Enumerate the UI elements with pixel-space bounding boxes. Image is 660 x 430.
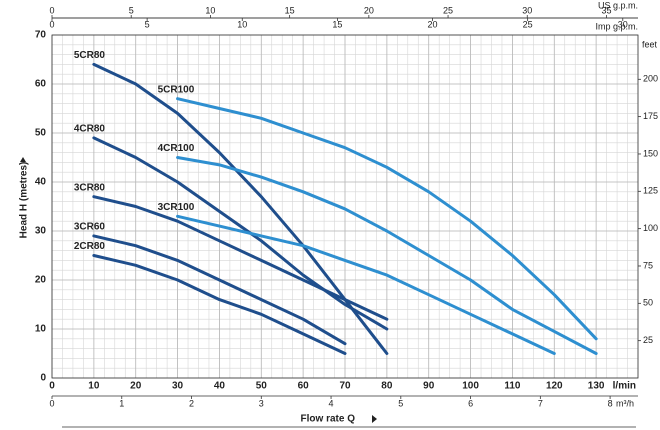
secondary-tick-label: 5 xyxy=(145,19,150,29)
x-axis-title: Flow rate Q xyxy=(301,414,356,425)
secondary-tick-label: 5 xyxy=(398,398,403,408)
curve-label: 3CR60 xyxy=(74,222,106,233)
secondary-unit-label: Imp g.p.m. xyxy=(595,21,638,31)
y2-tick-label: 100 xyxy=(643,223,658,233)
secondary-tick-label: 0 xyxy=(49,398,54,408)
y2-unit-label: feet xyxy=(642,39,658,49)
y-axis-title: Head H (metres) xyxy=(19,162,30,239)
secondary-tick-label: 5 xyxy=(129,5,134,15)
y2-tick-label: 200 xyxy=(643,74,658,84)
secondary-tick-label: 7 xyxy=(538,398,543,408)
pump-curve xyxy=(92,254,347,355)
curve-label: 5CR80 xyxy=(74,50,106,61)
arrow-icon xyxy=(372,415,377,423)
x-tick-label: 70 xyxy=(339,381,351,392)
curve-label: 5CR100 xyxy=(158,84,195,95)
arrow-icon xyxy=(20,157,26,162)
pump-curve xyxy=(92,234,347,346)
y-tick-label: 0 xyxy=(40,373,46,384)
x-tick-label: 110 xyxy=(504,381,521,392)
x-unit-label: l/min xyxy=(613,381,636,392)
secondary-unit-label: US g.p.m. xyxy=(598,0,638,10)
x-tick-label: 60 xyxy=(298,381,310,392)
y2-tick-label: 25 xyxy=(643,335,653,345)
x-tick-label: 80 xyxy=(381,381,393,392)
x-tick-label: 50 xyxy=(256,381,268,392)
y2-tick-label: 125 xyxy=(643,186,658,196)
secondary-tick-label: 20 xyxy=(364,5,374,15)
y2-tick-label: 75 xyxy=(643,260,653,270)
x-tick-label: 100 xyxy=(462,381,479,392)
secondary-tick-label: 20 xyxy=(428,19,438,29)
y-tick-label: 60 xyxy=(35,79,47,90)
pump-curve xyxy=(176,97,598,341)
secondary-tick-label: 25 xyxy=(523,19,533,29)
x-tick-label: 90 xyxy=(423,381,435,392)
x-tick-label: 30 xyxy=(172,381,184,392)
y2-tick-label: 175 xyxy=(643,111,658,121)
x-tick-label: 40 xyxy=(214,381,226,392)
secondary-tick-label: 4 xyxy=(329,398,334,408)
curve-label: 2CR80 xyxy=(74,241,106,252)
secondary-tick-label: 30 xyxy=(522,5,532,15)
secondary-tick-label: 30 xyxy=(618,19,628,29)
plot-frame xyxy=(51,34,639,379)
secondary-tick-label: 3 xyxy=(259,398,264,408)
x-tick-label: 20 xyxy=(130,381,142,392)
x-tick-label: 120 xyxy=(546,381,563,392)
pump-curve xyxy=(176,214,556,355)
secondary-tick-label: 25 xyxy=(443,5,453,15)
secondary-tick-label: 0 xyxy=(49,19,54,29)
x-tick-label: 10 xyxy=(88,381,100,392)
y-tick-label: 50 xyxy=(35,128,47,139)
secondary-unit-label: m³/h xyxy=(616,398,634,408)
y-tick-label: 30 xyxy=(35,226,47,237)
secondary-tick-label: 8 xyxy=(608,398,613,408)
curve-label: 3CR100 xyxy=(158,202,195,213)
curve-label: 3CR80 xyxy=(74,182,106,193)
pump-curve xyxy=(92,62,389,355)
pump-curve xyxy=(92,195,389,321)
y-tick-label: 20 xyxy=(35,275,47,286)
secondary-tick-label: 15 xyxy=(285,5,295,15)
x-tick-label: 130 xyxy=(588,381,605,392)
pump-curve xyxy=(176,156,598,355)
curve-label: 4CR80 xyxy=(74,124,106,135)
secondary-tick-label: 15 xyxy=(332,19,342,29)
secondary-tick-label: 6 xyxy=(468,398,473,408)
secondary-tick-label: 1 xyxy=(119,398,124,408)
secondary-tick-label: 0 xyxy=(49,5,54,15)
y-tick-label: 70 xyxy=(35,30,47,41)
y-tick-label: 40 xyxy=(35,177,47,188)
y2-tick-label: 150 xyxy=(643,148,658,158)
y2-tick-label: 50 xyxy=(643,298,653,308)
secondary-tick-label: 2 xyxy=(189,398,194,408)
curve-label: 4CR100 xyxy=(158,143,195,154)
secondary-tick-label: 10 xyxy=(237,19,247,29)
secondary-tick-label: 35 xyxy=(601,5,611,15)
y-tick-label: 10 xyxy=(35,324,47,335)
x-tick-label: 0 xyxy=(49,381,55,392)
secondary-tick-label: 10 xyxy=(205,5,215,15)
pump-curve xyxy=(92,136,389,331)
